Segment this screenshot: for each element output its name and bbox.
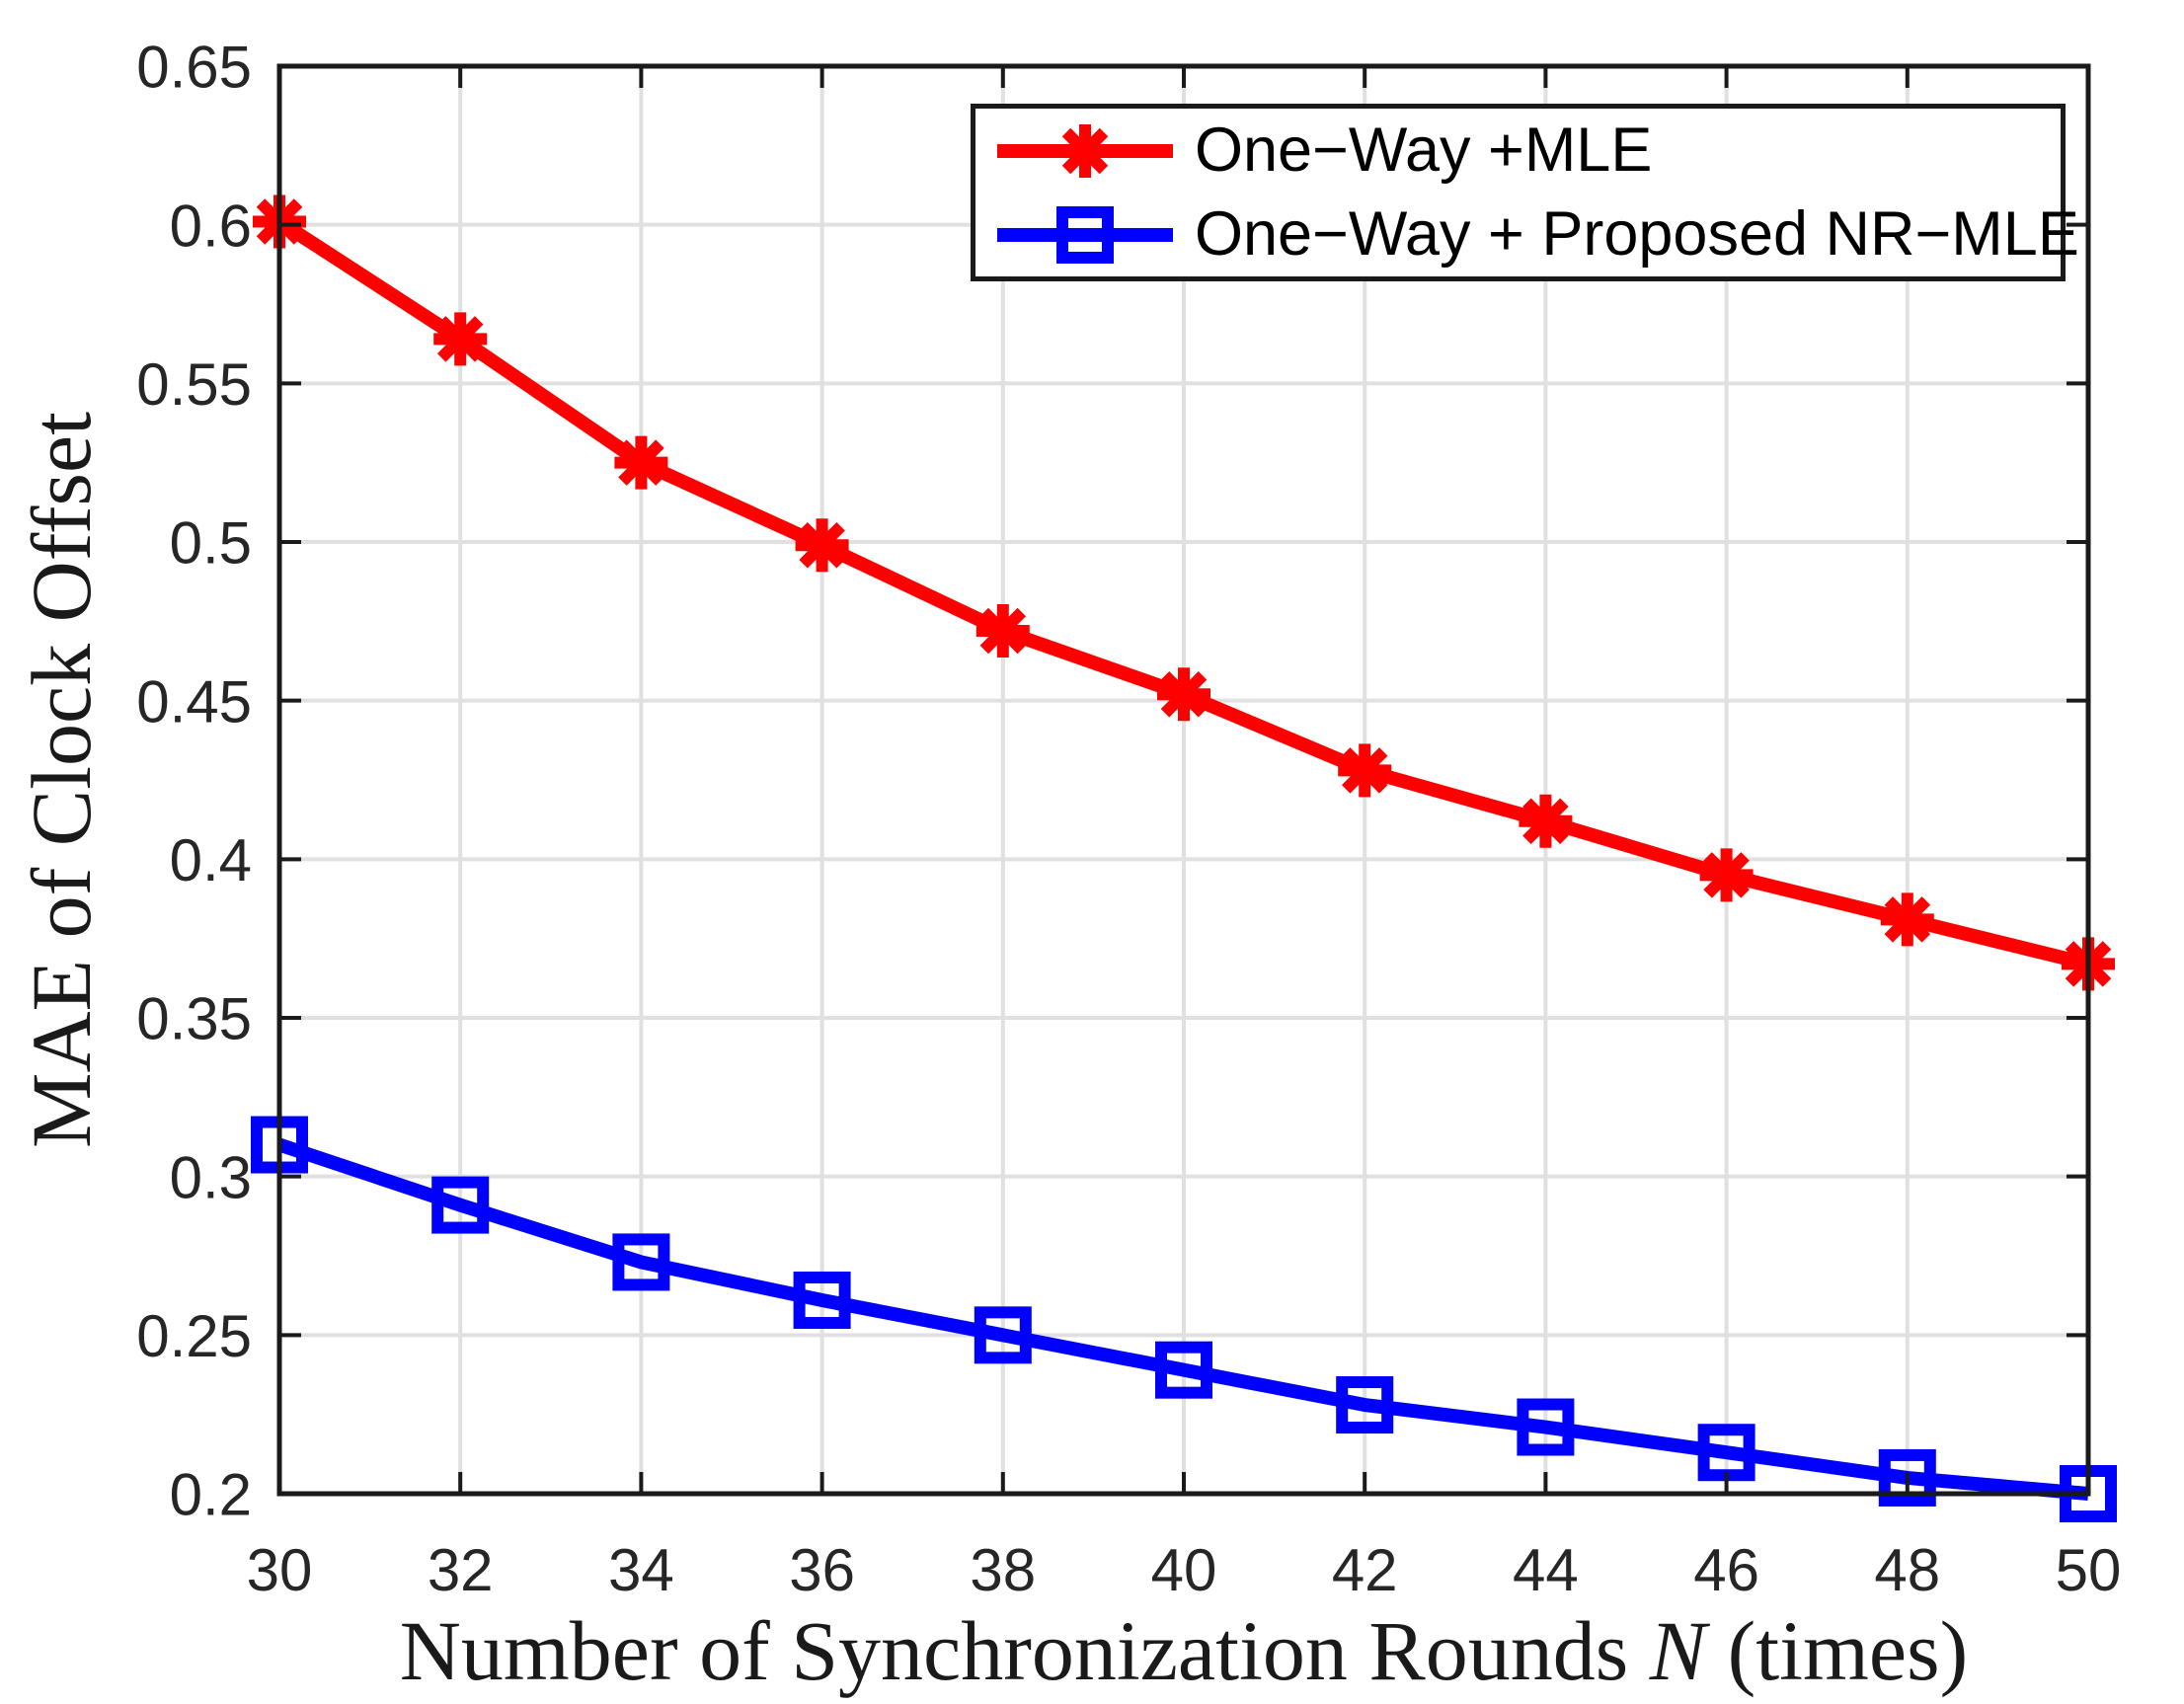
- x-axis-label-italic: N: [1649, 1603, 1707, 1698]
- y-tick-label: 0.25: [136, 1303, 252, 1369]
- x-tick-label: 40: [1151, 1537, 1217, 1603]
- legend-sample-nr-mle: [997, 205, 1173, 264]
- legend-square-marker-icon: [1056, 205, 1114, 264]
- legend-label-nr-mle: One−Way + Proposed NR−MLE: [1195, 199, 2079, 269]
- series-line-1: [276, 1137, 2089, 1501]
- x-tick-label: 46: [1693, 1537, 1759, 1603]
- x-tick-label: 38: [970, 1537, 1036, 1603]
- y-tick-label: 0.2: [170, 1462, 252, 1528]
- x-axis-label: Number of Synchronization Rounds N (time…: [279, 1601, 2088, 1700]
- x-tick-label: 50: [2056, 1537, 2122, 1603]
- y-axis-label-text: MAE of Clock Offset: [14, 411, 109, 1149]
- x-tick-labels: 30 32 34 36 38 40 42 44 46 48 50: [247, 1537, 2122, 1603]
- x-tick-label: 44: [1513, 1537, 1579, 1603]
- y-tick-label: 0.5: [170, 510, 252, 577]
- x-tick-label: 36: [789, 1537, 855, 1603]
- legend-asterisk-marker-icon: [1058, 123, 1112, 178]
- x-tick-label: 34: [608, 1537, 674, 1603]
- legend-label-mle: One−Way +MLE: [1195, 116, 1653, 185]
- y-tick-label: 0.45: [136, 668, 252, 735]
- x-tick-label: 42: [1332, 1537, 1398, 1603]
- tick-marks: [277, 64, 2090, 1496]
- x-axis-label-text: Number of Synchronization Rounds: [399, 1603, 1650, 1698]
- legend-entry-nr-mle: One−Way + Proposed NR−MLE: [975, 194, 2079, 276]
- x-axis-label-suffix: (times): [1706, 1603, 1969, 1698]
- y-tick-label: 0.35: [136, 986, 252, 1052]
- legend-sample-mle: [997, 123, 1173, 178]
- legend: One−Way +MLE One−Way + Proposed NR−MLE: [971, 104, 2079, 281]
- y-tick-label: 0.4: [170, 827, 252, 893]
- legend-entry-mle: One−Way +MLE: [975, 110, 2061, 193]
- x-tick-label: 32: [428, 1537, 494, 1603]
- y-tick-label: 0.6: [170, 193, 252, 259]
- y-tick-labels: 0.2 0.25 0.3 0.35 0.4 0.45 0.5 0.55 0.6 0.65: [136, 35, 252, 1528]
- y-tick-label: 0.3: [170, 1144, 252, 1210]
- x-tick-label: 48: [1874, 1537, 1940, 1603]
- y-tick-label: 0.55: [136, 351, 252, 418]
- x-tick-label: 30: [247, 1537, 313, 1603]
- y-tick-label: 0.65: [136, 35, 252, 101]
